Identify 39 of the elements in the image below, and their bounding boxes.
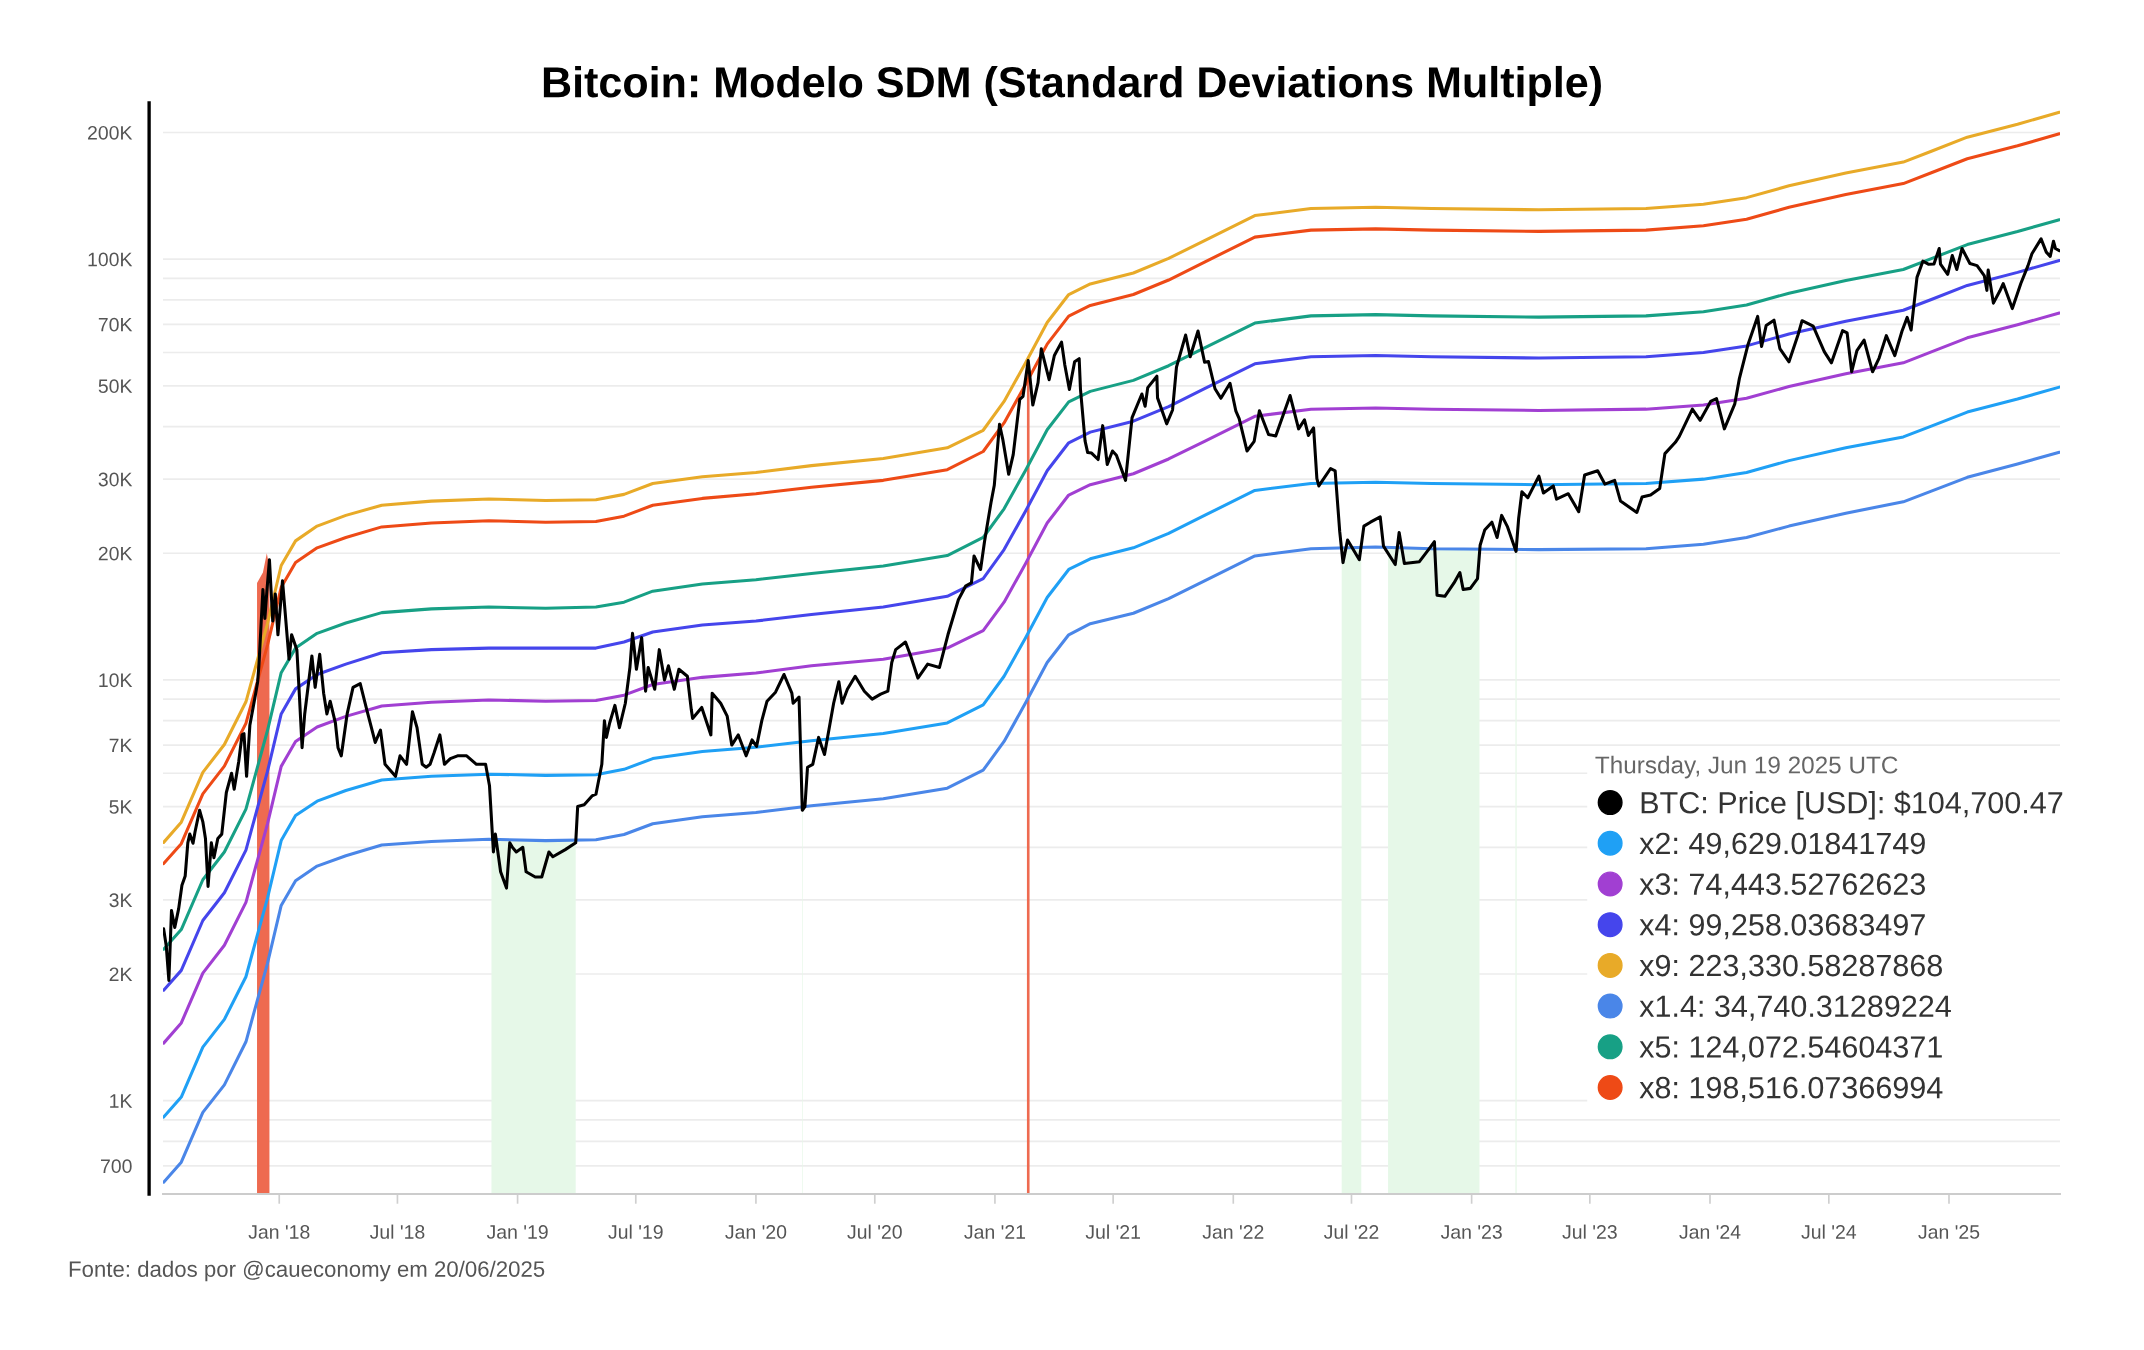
x-tick-label: Jan '18 — [248, 1225, 310, 1239]
x-tick-label: Jan '23 — [1440, 1225, 1502, 1239]
legend-label: x9: 223,330.58287868 — [1639, 954, 1942, 980]
x-tick-label: Jul '20 — [847, 1224, 902, 1239]
x-tick-label: Jan '20 — [725, 1225, 787, 1239]
y-tick-label: 100K — [88, 252, 133, 267]
x-tick-label: Jan '24 — [1679, 1225, 1741, 1239]
x-tick-label: Jan '21 — [964, 1225, 1026, 1239]
legend-label: x2: 49,629.01841749 — [1639, 832, 1925, 858]
legend-label: BTC: Price [USD]: $104,700.47 — [1641, 790, 2063, 820]
y-tick-label: 5K — [109, 800, 133, 814]
x-tick-label: Jan '25 — [1918, 1225, 1980, 1239]
y-tick-label: 7K — [109, 738, 133, 753]
y-tick-label: 700 — [101, 1159, 132, 1174]
source-note: Fonte: dados por @caueconomy em 20/06/2025 — [69, 1260, 545, 1282]
y-tick-label: 50K — [98, 379, 133, 394]
legend-label: x3: 74,443.52762623 — [1639, 873, 1925, 899]
y-tick-label: 1K — [110, 1094, 133, 1108]
x-tick-label: Jul '18 — [369, 1224, 425, 1239]
x-tick-label: Jul '22 — [1323, 1224, 1379, 1239]
y-tick-label: 200K — [88, 125, 133, 140]
x-tick-label: Jan '19 — [486, 1225, 548, 1239]
x-tick-label: Jul '19 — [608, 1224, 663, 1239]
x-tick-label: Jan '22 — [1202, 1225, 1264, 1239]
y-tick-label: 70K — [98, 317, 133, 332]
x-tick-label: Jul '23 — [1562, 1224, 1617, 1239]
y-tick-label: 2K — [109, 967, 133, 982]
chart-title: Bitcoin: Modelo SDM (Standard Deviations Multiple) — [543, 65, 1601, 107]
legend-label: x8: 198,516.07366994 — [1639, 1076, 1943, 1103]
x-tick-label: Jul '21 — [1085, 1224, 1140, 1239]
legend-label: x5: 124,072.54604371 — [1639, 1036, 1942, 1062]
y-tick-label: 3K — [109, 893, 133, 908]
y-tick-label: 10K — [99, 673, 133, 688]
x-tick-label: Jul '24 — [1801, 1224, 1857, 1239]
legend-label: x4: 99,258.03683497 — [1639, 914, 1925, 940]
legend-label: x1.4: 34,740.31289224 — [1639, 995, 1951, 1021]
y-tick-label: 20K — [98, 546, 133, 561]
legend-title: Thursday, Jun 19 2025 UTC — [1595, 755, 1898, 779]
y-tick-label: 30K — [98, 472, 133, 487]
